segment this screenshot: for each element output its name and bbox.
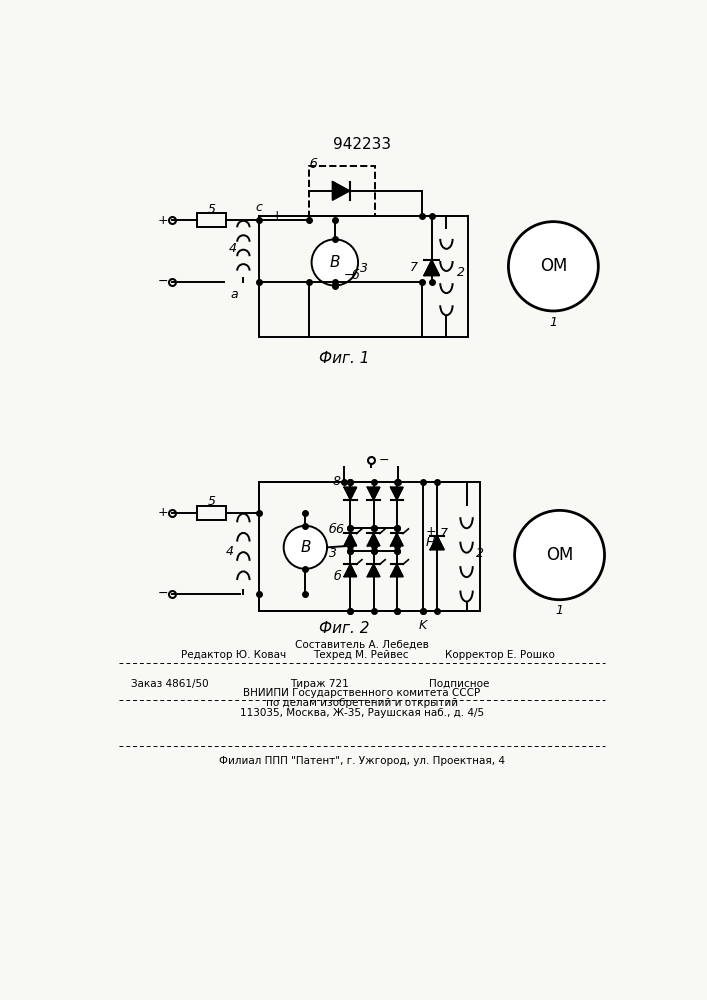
Text: Подписное: Подписное	[429, 679, 490, 689]
Text: B: B	[300, 540, 310, 555]
Text: +: +	[426, 525, 436, 538]
Text: +: +	[158, 506, 168, 519]
Text: б: б	[329, 523, 337, 536]
Text: +: +	[158, 214, 168, 227]
Polygon shape	[368, 533, 380, 546]
Text: 3: 3	[329, 547, 337, 560]
Text: 1: 1	[556, 604, 563, 617]
Text: B: B	[329, 255, 340, 270]
Polygon shape	[344, 533, 356, 546]
Text: 4: 4	[228, 242, 237, 255]
Text: −: −	[344, 269, 355, 282]
Bar	[309, 166, 375, 216]
Polygon shape	[430, 536, 444, 550]
Bar	[197, 213, 226, 227]
Text: 2: 2	[476, 547, 484, 560]
Circle shape	[508, 222, 598, 311]
Text: б: б	[333, 570, 341, 583]
Text: 6: 6	[335, 523, 343, 536]
Text: c: c	[255, 201, 262, 214]
Text: 942233: 942233	[333, 137, 391, 152]
Text: Филиал ППП "Патент", г. Ужгород, ул. Проектная, 4: Филиал ППП "Патент", г. Ужгород, ул. Про…	[219, 756, 505, 766]
Text: Фиг. 2: Фиг. 2	[319, 621, 369, 636]
Bar	[259, 482, 480, 611]
Text: 3: 3	[360, 262, 368, 275]
Text: 8: 8	[333, 475, 341, 488]
Polygon shape	[332, 182, 349, 200]
Bar	[259, 216, 468, 337]
Text: 4: 4	[226, 545, 234, 558]
Text: Заказ 4861/50: Заказ 4861/50	[131, 679, 209, 689]
Polygon shape	[391, 564, 403, 577]
Text: ОМ: ОМ	[546, 546, 573, 564]
Text: K: K	[419, 619, 427, 632]
Text: 2: 2	[457, 266, 464, 279]
Polygon shape	[344, 564, 356, 577]
Polygon shape	[368, 564, 380, 577]
Text: Фиг. 1: Фиг. 1	[319, 351, 369, 366]
Text: б: б	[352, 269, 360, 282]
Text: Редактор Ю. Ковач: Редактор Ю. Ковач	[182, 650, 286, 660]
Text: 5: 5	[208, 203, 216, 216]
Text: a: a	[230, 288, 238, 301]
Text: −: −	[158, 275, 168, 288]
Text: 1: 1	[549, 316, 557, 329]
Text: ВНИИПИ Государственного комитета СССР: ВНИИПИ Государственного комитета СССР	[243, 688, 481, 698]
Text: 113035, Москва, Ж-35, Раушская наб., д. 4/5: 113035, Москва, Ж-35, Раушская наб., д. …	[240, 708, 484, 718]
Text: 7: 7	[410, 261, 418, 274]
Text: −: −	[158, 587, 168, 600]
Text: 7: 7	[440, 527, 448, 540]
Text: Корректор Е. Рошко: Корректор Е. Рошко	[445, 650, 555, 660]
Text: Тираж 721: Тираж 721	[290, 679, 349, 689]
Text: −: −	[379, 454, 390, 467]
Text: ОМ: ОМ	[539, 257, 567, 275]
Text: +: +	[271, 209, 282, 222]
Circle shape	[312, 239, 358, 286]
Text: H: H	[426, 536, 435, 549]
Polygon shape	[391, 487, 403, 500]
Text: Составитель А. Лебедев: Составитель А. Лебедев	[295, 640, 429, 650]
Text: по делам изобретений и открытий: по делам изобретений и открытий	[266, 698, 458, 708]
Text: б: б	[309, 158, 317, 171]
Polygon shape	[368, 487, 380, 500]
Polygon shape	[424, 260, 440, 276]
Circle shape	[515, 510, 604, 600]
Polygon shape	[344, 487, 356, 500]
Text: 5: 5	[208, 495, 216, 508]
Bar	[197, 506, 226, 520]
Text: Техред М. Рейвес: Техред М. Рейвес	[313, 650, 409, 660]
Circle shape	[284, 526, 327, 569]
Polygon shape	[391, 533, 403, 546]
